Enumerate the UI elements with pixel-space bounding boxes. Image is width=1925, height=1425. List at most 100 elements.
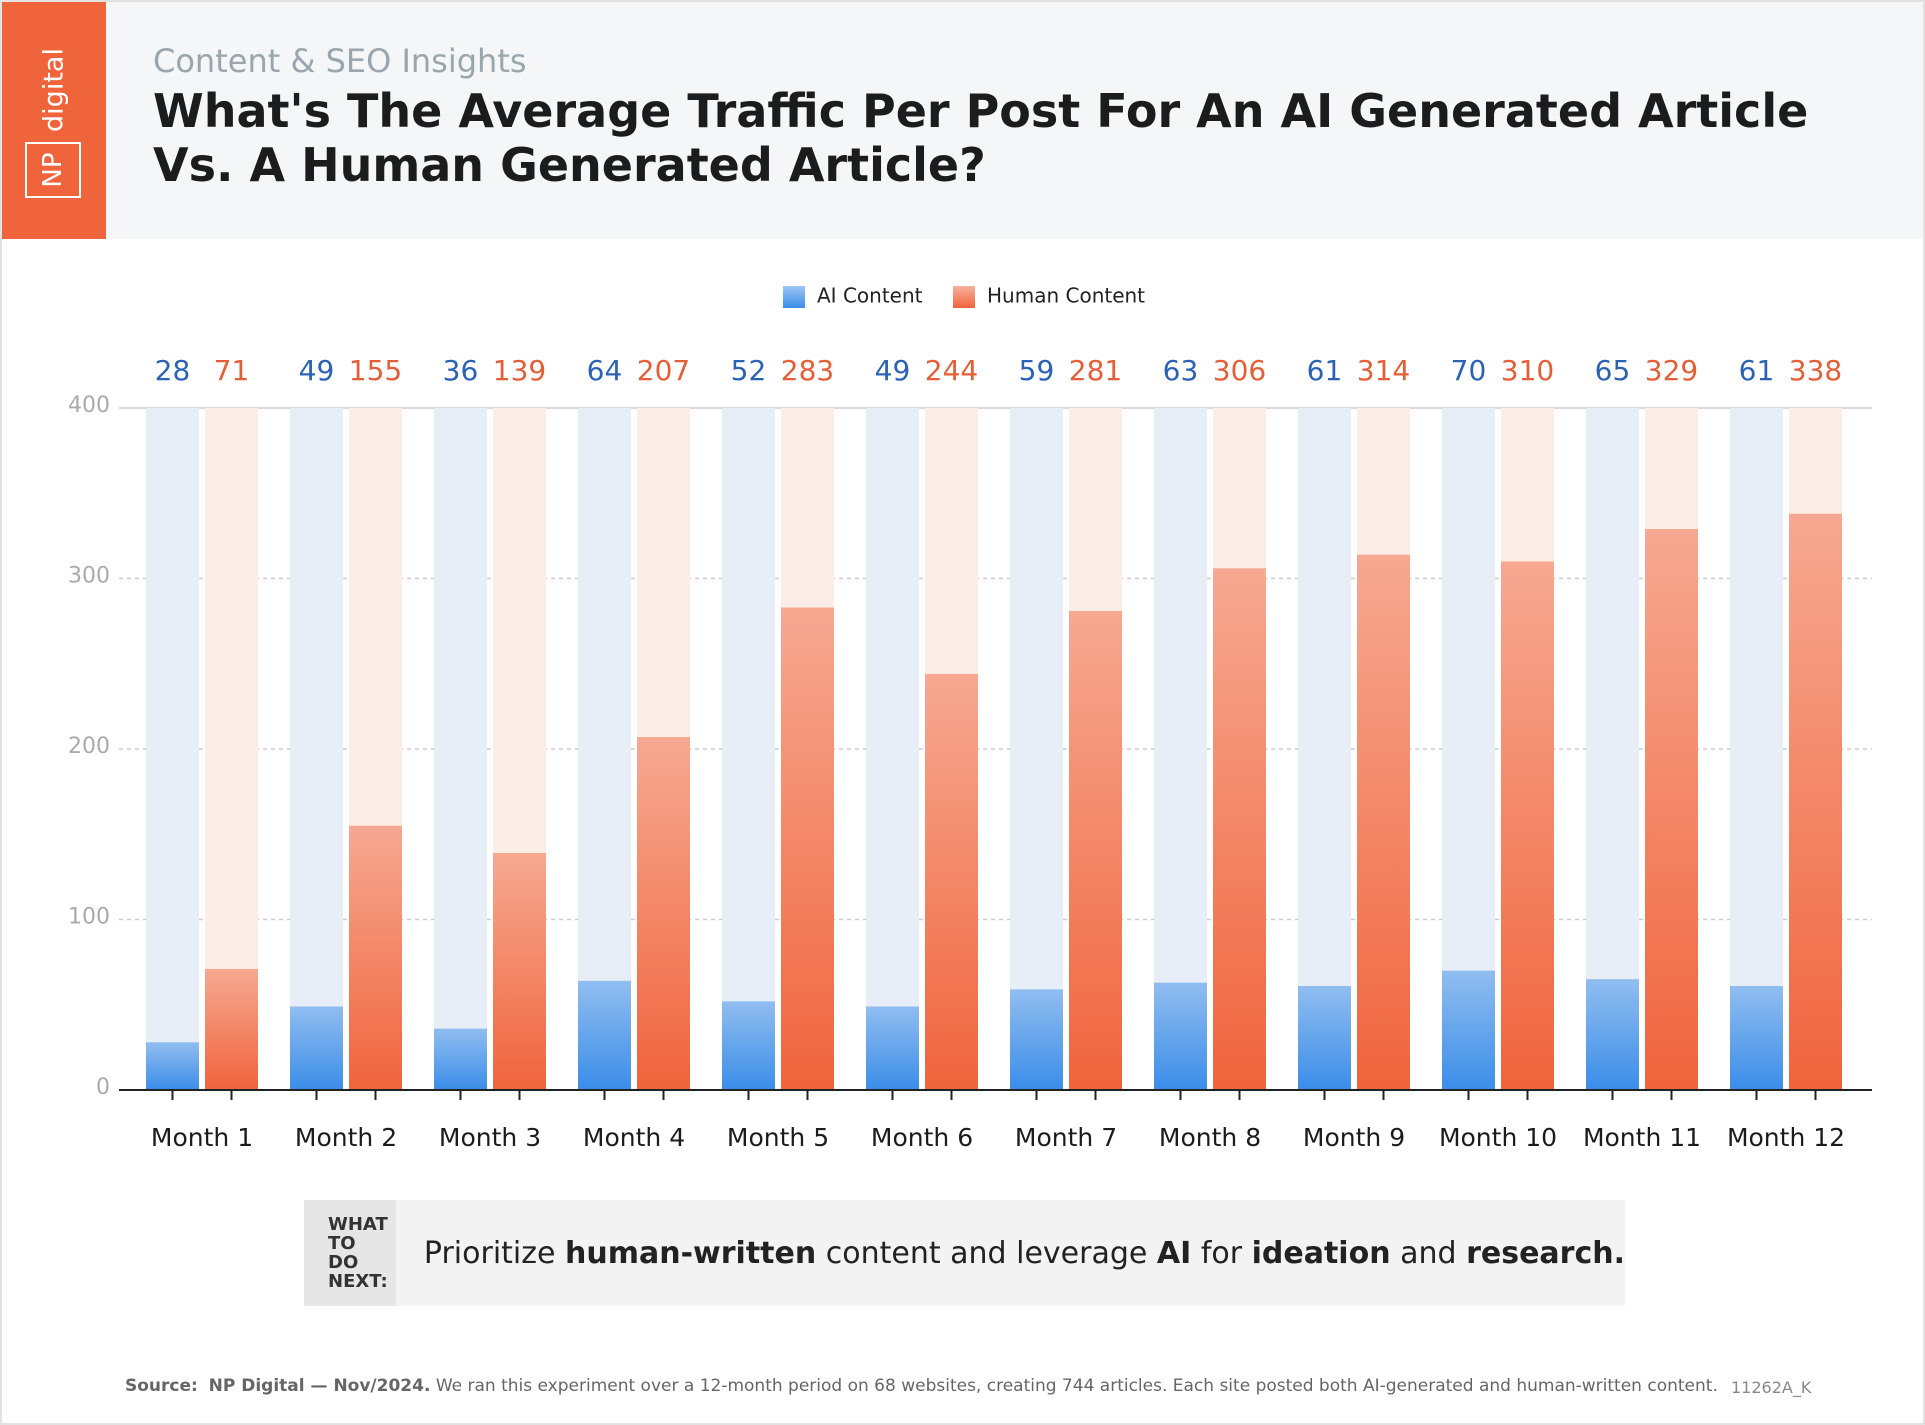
callout-segment: ideation [1251,1235,1391,1271]
y-tick-label: 200 [68,734,110,759]
bar [1501,561,1554,1090]
bar [205,968,258,1090]
x-tick-label: Month 10 [1439,1123,1557,1152]
value-label: 36 [443,354,479,387]
value-label: 70 [1451,354,1487,387]
bar [781,607,834,1090]
y-tick-label: 100 [68,905,110,930]
callout-message: Prioritize human-written content and lev… [396,1200,1625,1306]
bar [1645,529,1698,1090]
bar-background [722,408,775,1090]
title-line: What's The Average Traffic Per Post For … [153,84,1809,138]
value-label: 139 [493,354,546,387]
bar [493,853,546,1090]
x-tick-label: Month 2 [295,1123,397,1152]
bar [1789,513,1842,1090]
value-label: 244 [925,354,978,387]
bar [434,1028,487,1090]
value-label: 283 [781,354,834,387]
bar [349,825,402,1090]
bar-background [1586,408,1639,1090]
value-label: 61 [1307,354,1343,387]
source-text: We ran this experiment over a 12-month p… [435,1376,1718,1396]
bar [1442,970,1495,1090]
value-label: 207 [637,354,690,387]
bar-background [866,408,919,1090]
source-org: NP Digital — Nov/2024. [208,1376,431,1396]
legend-swatch [953,286,975,308]
x-tick-label: Month 5 [727,1123,829,1152]
value-label: 61 [1739,354,1775,387]
value-label: 64 [587,354,623,387]
y-tick-label: 0 [96,1075,110,1100]
x-tick-label: Month 12 [1727,1123,1845,1152]
value-label: 49 [875,354,911,387]
bar [866,1006,919,1090]
bar-background [146,408,199,1090]
bar-background [1730,408,1783,1090]
y-tick-label: 300 [68,564,110,589]
x-tick-label: Month 3 [439,1123,541,1152]
bar [1069,610,1122,1090]
x-tick-label: Month 4 [583,1123,685,1152]
callout-segment: content and leverage [816,1235,1157,1271]
code: 11262A_K [1731,1378,1812,1397]
value-label: 310 [1501,354,1554,387]
x-tick-label: Month 8 [1159,1123,1261,1152]
value-label: 71 [214,354,250,387]
legend-swatch [783,286,805,308]
value-label: 329 [1645,354,1698,387]
chart: AI Content Human Content 0 100 200 300 400 Mont… [68,284,1872,1152]
bar [1298,985,1351,1090]
bar-background [1154,408,1207,1090]
value-label: 155 [349,354,402,387]
bar [1154,982,1207,1090]
bar [1730,985,1783,1090]
value-label: 65 [1595,354,1631,387]
callout-segment: AI [1156,1235,1192,1271]
x-tick-label: Month 9 [1303,1123,1405,1152]
callout-label-line: WHAT TO [328,1214,388,1254]
callout-segment: research. [1466,1235,1625,1271]
source: Source: NP Digital — Nov/2024. We ran th… [125,1376,1718,1396]
bar [1010,989,1063,1090]
bar-background [434,408,487,1090]
callout-label-line: DO NEXT: [328,1252,388,1292]
bar-background [1010,408,1063,1090]
header: NP digital Content & SEO Insights What's… [2,2,1923,239]
value-label: 338 [1789,354,1842,387]
subtitle: Content & SEO Insights [153,42,527,80]
bar-background [1298,408,1351,1090]
callout-segment: for [1191,1235,1252,1271]
x-tick-label: Month 7 [1015,1123,1117,1152]
y-tick-label: 400 [68,393,110,418]
x-tick-label: Month 11 [1583,1123,1701,1152]
bar [722,1001,775,1090]
title-line: Vs. A Human Generated Article? [153,138,986,192]
value-label: 281 [1069,354,1122,387]
value-label: 63 [1163,354,1199,387]
bar-background [290,408,343,1090]
brand: NP digital [2,2,106,239]
callout-label: WHAT TO DO NEXT: [304,1200,396,1306]
bar [1213,568,1266,1090]
callout-segment: Prioritize [423,1235,565,1271]
x-tick-label: Month 1 [151,1123,253,1152]
value-label: 49 [299,354,335,387]
legend-label: AI Content [817,284,923,308]
x-tick-label: Month 6 [871,1123,973,1152]
source-label: Source: [125,1376,198,1396]
bar [146,1042,199,1090]
bar [925,673,978,1090]
value-label: 52 [731,354,767,387]
bar [290,1006,343,1090]
bar-background [578,408,631,1090]
callout-segment: human-written [565,1235,817,1271]
bar [637,737,690,1090]
bar [578,980,631,1090]
bar [1586,979,1639,1090]
legend-label: Human Content [987,284,1145,308]
value-label: 59 [1019,354,1055,387]
value-label: 28 [155,354,191,387]
